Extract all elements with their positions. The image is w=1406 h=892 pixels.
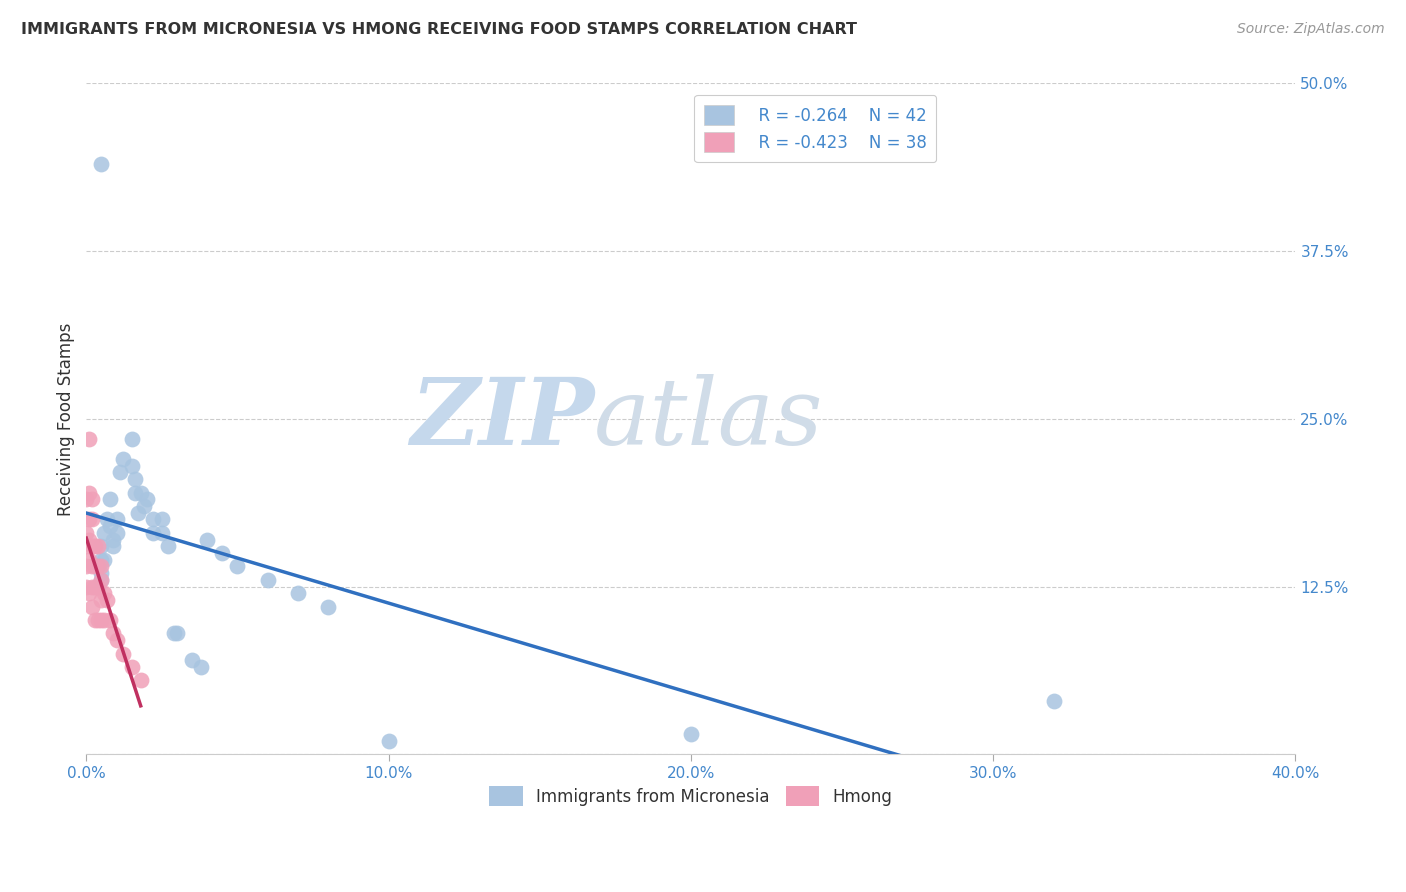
Point xyxy=(103,539,125,553)
Point xyxy=(121,458,143,473)
Y-axis label: Receiving Food Stamps: Receiving Food Stamps xyxy=(58,322,75,516)
Text: IMMIGRANTS FROM MICRONESIA VS HMONG RECEIVING FOOD STAMPS CORRELATION CHART: IMMIGRANTS FROM MICRONESIA VS HMONG RECE… xyxy=(21,22,858,37)
Point xyxy=(87,580,110,594)
Point xyxy=(84,613,107,627)
Point xyxy=(108,466,131,480)
Point xyxy=(100,492,122,507)
Point xyxy=(75,580,97,594)
Point xyxy=(90,539,112,553)
Point xyxy=(84,539,107,553)
Point xyxy=(93,613,115,627)
Point xyxy=(82,559,104,574)
Point xyxy=(226,559,249,574)
Point xyxy=(132,499,155,513)
Point xyxy=(105,512,128,526)
Point xyxy=(150,525,173,540)
Point xyxy=(79,552,101,566)
Point xyxy=(93,552,115,566)
Point xyxy=(90,573,112,587)
Point xyxy=(190,660,212,674)
Point xyxy=(142,525,165,540)
Point xyxy=(75,525,97,540)
Point xyxy=(79,485,101,500)
Point xyxy=(287,586,309,600)
Point xyxy=(87,539,110,553)
Point xyxy=(124,485,146,500)
Point xyxy=(84,580,107,594)
Point xyxy=(75,539,97,553)
Point xyxy=(163,626,186,640)
Point xyxy=(127,506,149,520)
Point xyxy=(103,626,125,640)
Point xyxy=(129,485,152,500)
Point xyxy=(679,727,702,741)
Point xyxy=(90,552,112,566)
Text: atlas: atlas xyxy=(595,374,824,464)
Point xyxy=(87,559,110,574)
Point xyxy=(105,525,128,540)
Point xyxy=(96,593,118,607)
Point xyxy=(135,492,157,507)
Point xyxy=(90,559,112,574)
Text: Source: ZipAtlas.com: Source: ZipAtlas.com xyxy=(1237,22,1385,37)
Point xyxy=(150,512,173,526)
Point xyxy=(124,472,146,486)
Point xyxy=(90,613,112,627)
Point xyxy=(156,539,179,553)
Point xyxy=(256,573,278,587)
Point xyxy=(166,626,188,640)
Point xyxy=(121,660,143,674)
Legend: Immigrants from Micronesia, Hmong: Immigrants from Micronesia, Hmong xyxy=(482,780,900,813)
Point xyxy=(93,525,115,540)
Point xyxy=(90,593,112,607)
Point xyxy=(195,533,218,547)
Point xyxy=(142,512,165,526)
Point xyxy=(82,599,104,614)
Point xyxy=(90,566,112,580)
Point xyxy=(129,673,152,688)
Point xyxy=(84,559,107,574)
Point xyxy=(93,586,115,600)
Point xyxy=(121,432,143,446)
Text: ZIP: ZIP xyxy=(411,374,595,464)
Point xyxy=(103,533,125,547)
Point xyxy=(82,512,104,526)
Point xyxy=(79,533,101,547)
Point xyxy=(316,599,339,614)
Point xyxy=(90,157,112,171)
Point xyxy=(96,512,118,526)
Point xyxy=(100,613,122,627)
Point xyxy=(79,432,101,446)
Point xyxy=(82,539,104,553)
Point xyxy=(111,647,134,661)
Point xyxy=(377,733,399,747)
Point xyxy=(82,492,104,507)
Point xyxy=(90,573,112,587)
Point xyxy=(87,613,110,627)
Point xyxy=(111,452,134,467)
Point xyxy=(75,559,97,574)
Point xyxy=(211,546,233,560)
Point xyxy=(100,519,122,533)
Point xyxy=(82,580,104,594)
Point xyxy=(79,512,101,526)
Point xyxy=(79,586,101,600)
Point xyxy=(75,492,97,507)
Point xyxy=(105,633,128,648)
Point xyxy=(181,653,204,667)
Point xyxy=(1042,693,1064,707)
